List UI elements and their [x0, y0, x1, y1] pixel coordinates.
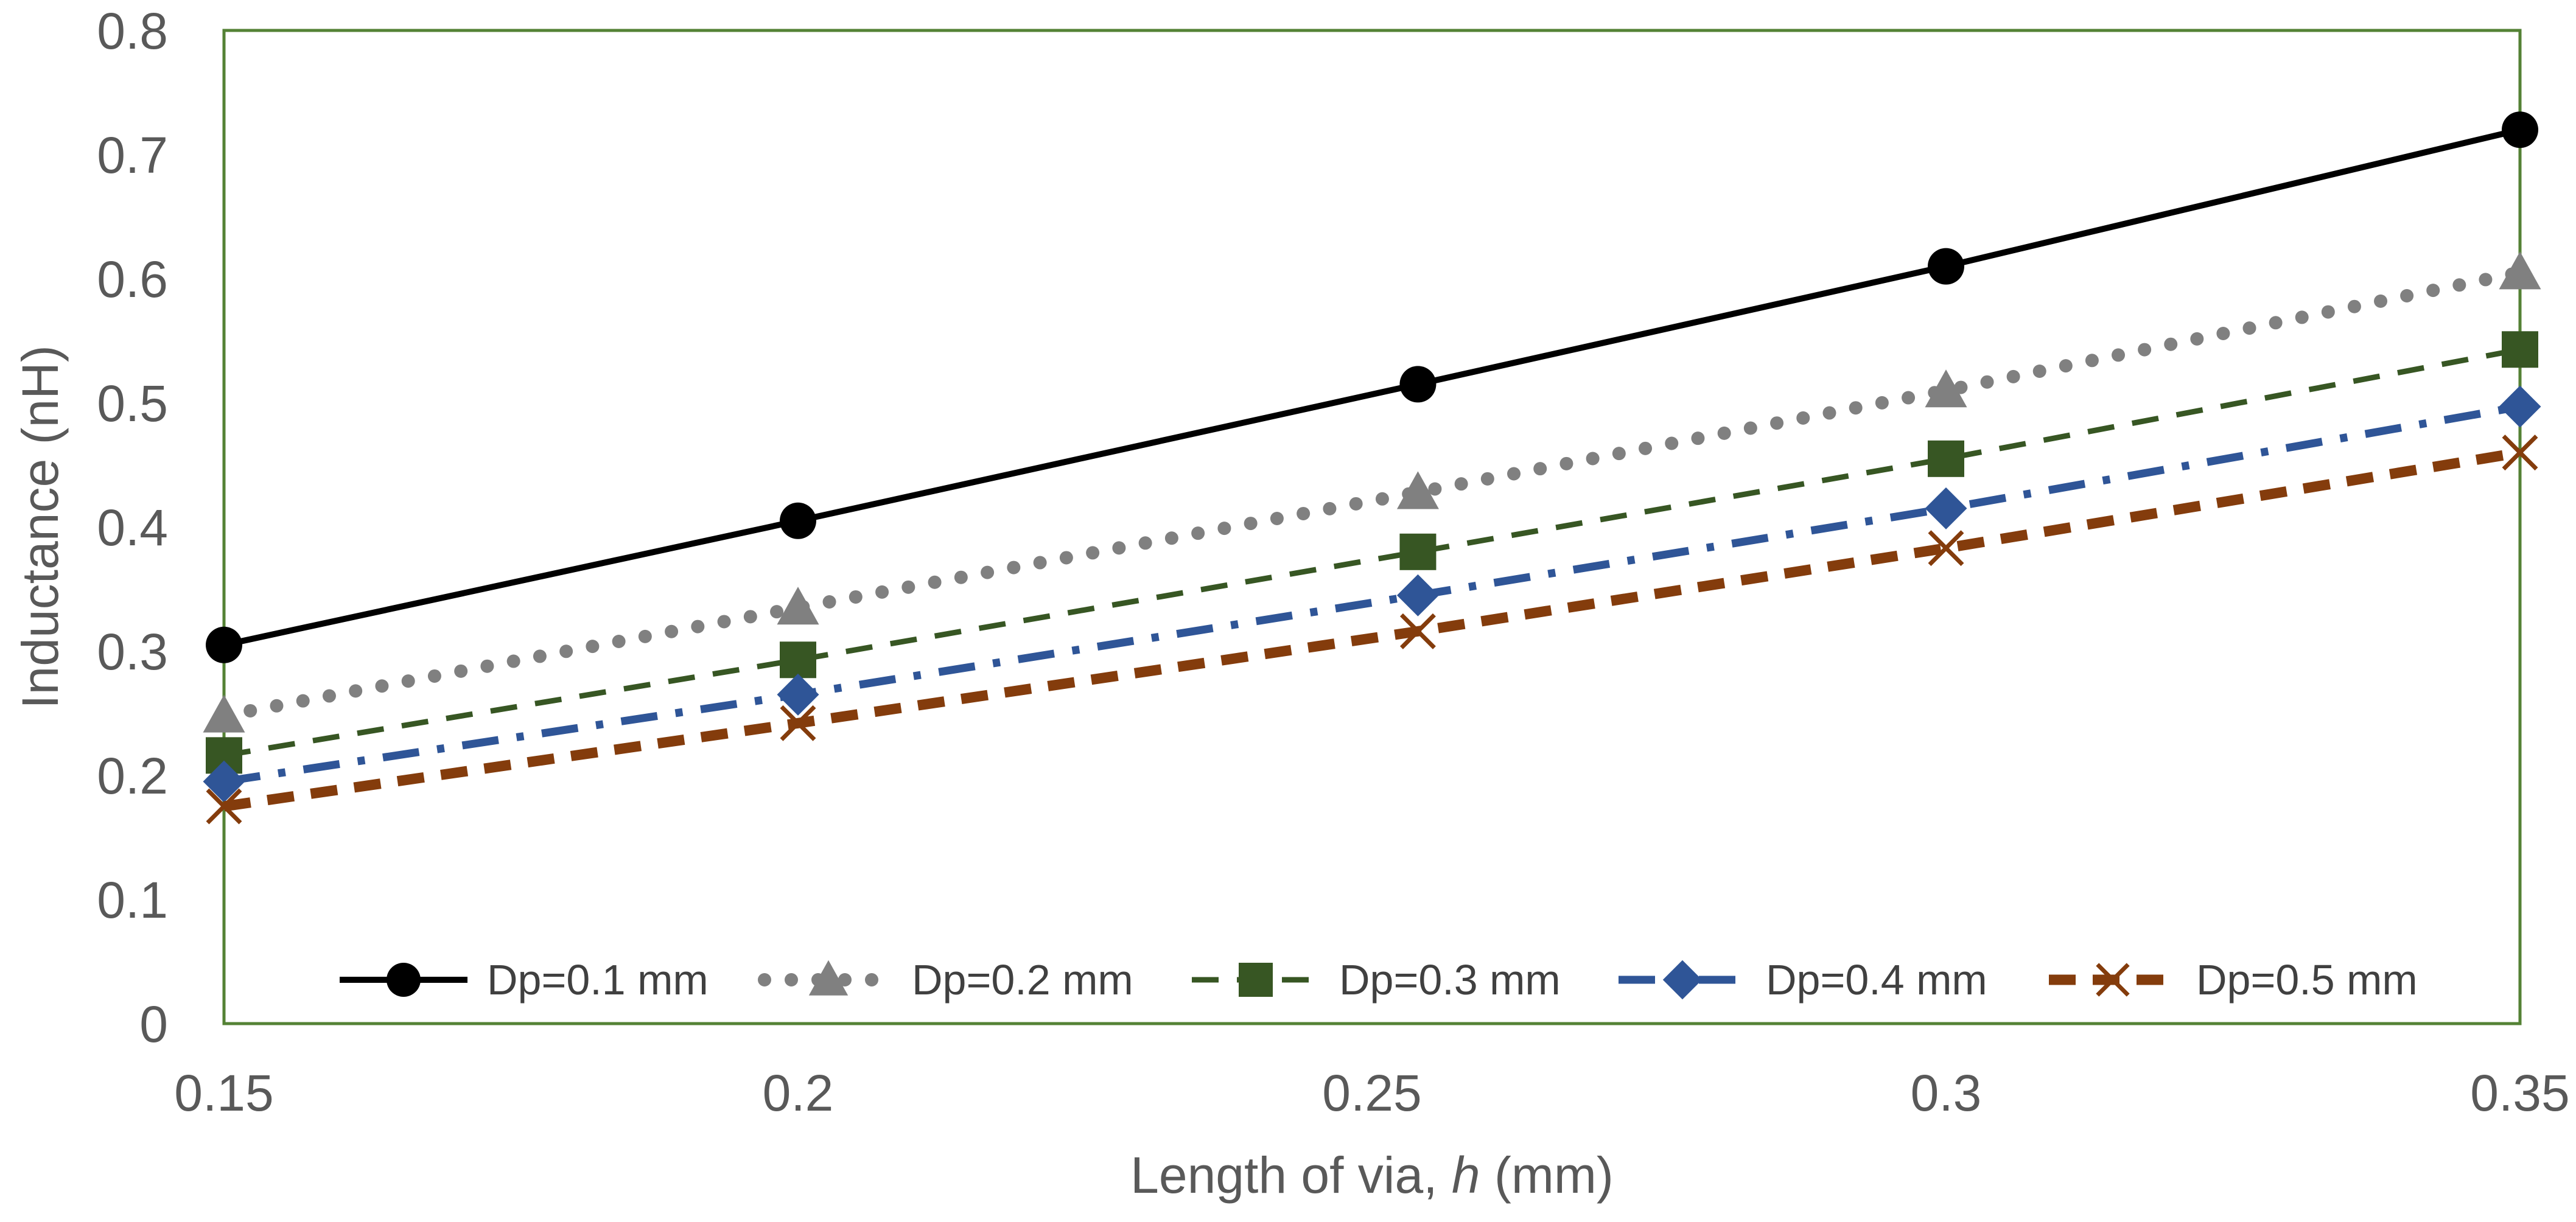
x-axis-title-prefix: Length of via,	[1130, 1147, 1452, 1204]
data-point-marker	[1925, 369, 1967, 408]
legend: Dp=0.1 mm Dp=0.2 mm Dp=0.3 mm Dp=0.4 mm Dp=0…	[340, 956, 2418, 1004]
legend-item: Dp=0.2 mm	[758, 956, 1133, 1004]
y-tick-label: 0.5	[97, 375, 168, 432]
data-point-marker	[1928, 440, 1964, 477]
data-point-marker	[1399, 613, 1436, 649]
data-point-marker	[780, 705, 816, 741]
data-point-marker	[2502, 331, 2538, 368]
plot-area	[222, 29, 2522, 1025]
series-dp-0-3-mm	[206, 331, 2538, 774]
data-point-marker	[1399, 533, 1437, 570]
data-point-marker	[1928, 530, 1964, 567]
x-tick-label: 0.2	[763, 1064, 834, 1122]
series-line	[217, 265, 2527, 723]
series-line	[223, 127, 2521, 648]
x-axis-title-variable: h	[1452, 1147, 1480, 1204]
data-point-marker	[1925, 487, 1967, 529]
data-point-marker	[1928, 248, 1964, 285]
legend-label: Dp=0.4 mm	[1766, 956, 1987, 1004]
data-point-marker	[2502, 435, 2538, 471]
data-point-marker	[2499, 385, 2541, 428]
data-point-marker	[780, 502, 816, 539]
y-tick-label: 0.4	[97, 499, 168, 556]
x-tick-label: 0.3	[1911, 1064, 1982, 1122]
series-line	[223, 402, 2521, 786]
series-dp-0-1-mm	[206, 111, 2538, 663]
y-tick-label: 0.7	[97, 127, 168, 184]
y-axis-tick-labels: 0 0.1 0.2 0.3 0.4 0.5 0.6 0.7 0.8	[97, 2, 168, 1053]
series-line	[223, 346, 2521, 758]
y-tick-label: 0.8	[97, 2, 168, 60]
series-layer	[203, 111, 2541, 825]
legend-item: Dp=0.3 mm	[1192, 956, 1561, 1004]
data-point-marker	[777, 587, 819, 625]
legend-label: Dp=0.2 mm	[912, 956, 1133, 1004]
series-dp-0-4-mm	[203, 385, 2541, 803]
legend-item: Dp=0.5 mm	[2049, 956, 2418, 1004]
x-axis-title: Length of via, h (mm)	[1130, 1147, 1614, 1204]
x-axis-tick-labels: 0.15 0.2 0.25 0.3 0.35	[174, 1064, 2570, 1122]
data-point-marker	[206, 626, 242, 663]
legend-marker	[1239, 963, 1273, 997]
legend-marker	[387, 963, 421, 997]
y-tick-label: 0	[139, 996, 168, 1053]
data-point-marker	[206, 788, 242, 825]
legend-label: Dp=0.3 mm	[1339, 956, 1561, 1004]
x-tick-label: 0.25	[1322, 1064, 1422, 1122]
y-tick-label: 0.1	[97, 871, 168, 929]
legend-label: Dp=0.1 mm	[487, 956, 709, 1004]
data-point-marker	[777, 673, 819, 716]
y-tick-label: 0.2	[97, 747, 168, 805]
data-point-marker	[2502, 111, 2538, 148]
series-dp-0-5-mm	[206, 435, 2538, 825]
series-dp-0-2-mm	[203, 251, 2541, 733]
plot-area-border	[222, 29, 2522, 1025]
legend-label: Dp=0.5 mm	[2196, 956, 2418, 1004]
y-tick-label: 0.6	[97, 251, 168, 308]
data-point-marker	[1399, 366, 1437, 403]
legend-marker	[808, 960, 849, 996]
x-axis-title-suffix: (mm)	[1480, 1147, 1614, 1204]
data-point-marker	[1396, 574, 1439, 616]
legend-marker	[2096, 963, 2130, 997]
legend-item: Dp=0.1 mm	[340, 956, 709, 1004]
legend-marker	[1662, 960, 1703, 1000]
data-point-marker	[780, 641, 816, 679]
y-axis-title: Inductance (nH)	[12, 345, 69, 709]
x-tick-label: 0.35	[2470, 1064, 2570, 1122]
data-point-marker	[203, 694, 245, 733]
data-point-marker	[203, 760, 245, 803]
legend-item: Dp=0.4 mm	[1619, 956, 1987, 1004]
data-point-marker	[1396, 471, 1439, 509]
y-tick-label: 0.3	[97, 623, 168, 680]
data-point-marker	[2499, 251, 2541, 290]
series-line	[223, 447, 2521, 812]
x-tick-label: 0.15	[174, 1064, 274, 1122]
